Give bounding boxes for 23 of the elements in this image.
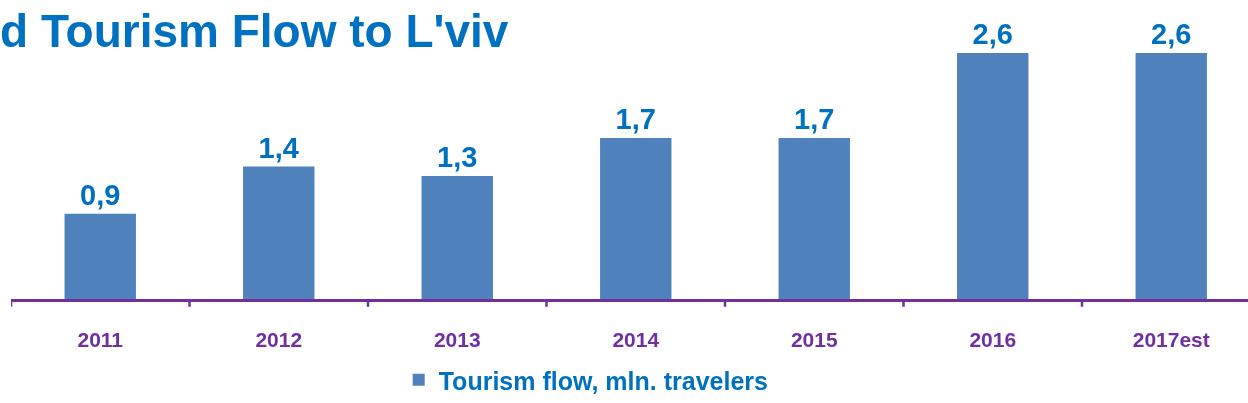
x-tick-label: 2013 [433, 327, 481, 351]
x-tick-label: 2012 [255, 327, 303, 351]
x-tick-label: 2016 [969, 327, 1017, 351]
data-label: 1,7 [615, 103, 656, 136]
bar [243, 166, 315, 299]
x-tick-label: 2014 [612, 327, 660, 351]
bar [778, 138, 850, 299]
chart-title: d Tourism Flow to L'viv [0, 5, 509, 58]
bar [421, 175, 493, 299]
x-tick-label: 2017est [1132, 327, 1210, 351]
data-label: 1,4 [258, 131, 299, 164]
data-label: 0,9 [80, 178, 121, 211]
x-tick-label: 2011 [77, 327, 124, 351]
data-label: 2,6 [972, 17, 1013, 50]
bar [64, 213, 136, 299]
bar [957, 52, 1029, 299]
bar [600, 138, 672, 299]
x-tick-label: 2015 [790, 327, 838, 351]
data-label: 1,3 [437, 140, 478, 173]
legend-label: Tourism flow, mln. travelers [438, 366, 768, 395]
bar [1135, 52, 1207, 299]
data-label: 1,7 [794, 103, 835, 136]
data-label: 2,6 [1151, 17, 1192, 50]
